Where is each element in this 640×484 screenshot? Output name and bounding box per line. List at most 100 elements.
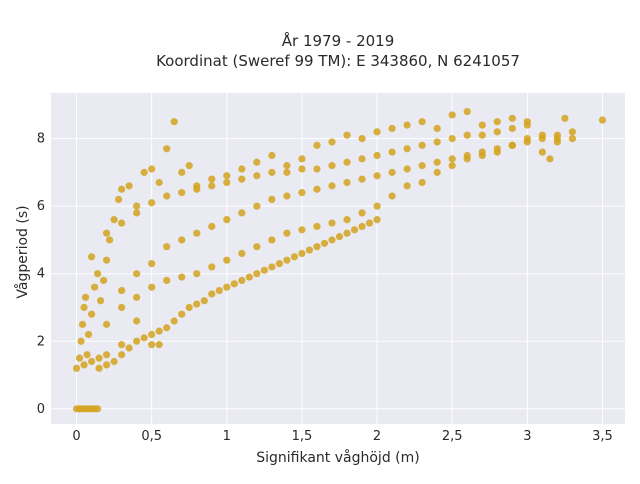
data-point — [343, 178, 351, 187]
x-tick-label: 2 — [373, 429, 381, 444]
data-point — [373, 216, 381, 224]
data-point — [110, 216, 118, 224]
data-point — [418, 141, 426, 149]
data-point — [223, 216, 231, 224]
data-point — [388, 168, 396, 176]
data-point — [208, 290, 216, 298]
chart-subtitle: Koordinat (Sweref 99 TM): E 343860, N 62… — [156, 52, 520, 70]
data-point — [95, 364, 103, 372]
data-point — [568, 128, 577, 136]
data-point — [178, 189, 186, 197]
data-point — [208, 263, 216, 271]
data-point — [125, 182, 133, 190]
data-point — [238, 249, 246, 258]
data-point — [283, 192, 291, 200]
data-point — [80, 303, 88, 312]
data-point — [493, 128, 501, 136]
data-point — [102, 229, 111, 237]
data-point — [418, 118, 426, 126]
data-point — [118, 286, 126, 295]
data-point — [133, 270, 141, 278]
data-point — [546, 155, 554, 163]
data-point — [283, 168, 291, 176]
data-point — [523, 138, 531, 146]
data-point — [433, 158, 441, 166]
data-point — [87, 310, 96, 318]
x-tick-label: 0 — [72, 429, 80, 444]
data-point — [328, 219, 336, 227]
data-point — [77, 337, 85, 345]
x-tick-label: 2,5 — [442, 429, 463, 444]
data-point — [328, 182, 336, 190]
data-point — [90, 283, 99, 291]
data-point — [343, 158, 351, 166]
data-point — [463, 107, 471, 116]
data-point — [275, 259, 283, 268]
data-point — [320, 239, 329, 247]
data-point — [118, 303, 126, 312]
data-point — [290, 253, 299, 261]
data-point — [133, 202, 141, 210]
data-point — [373, 202, 381, 210]
data-point — [328, 162, 336, 170]
data-point — [148, 259, 156, 268]
data-point — [208, 222, 216, 231]
data-point — [99, 276, 108, 285]
data-point — [508, 141, 516, 149]
data-point — [268, 195, 276, 203]
data-point — [298, 249, 306, 258]
data-point — [238, 276, 246, 285]
data-point — [253, 158, 261, 166]
data-point — [72, 364, 81, 372]
data-point — [245, 273, 253, 281]
data-point — [223, 256, 231, 264]
data-point — [478, 121, 486, 129]
data-point — [358, 209, 366, 217]
data-point — [448, 155, 456, 163]
data-point — [305, 246, 314, 254]
data-point — [418, 162, 426, 170]
data-point — [163, 276, 171, 285]
data-point — [493, 145, 501, 153]
data-point — [373, 151, 381, 160]
data-point — [268, 263, 276, 271]
data-point — [568, 134, 577, 143]
data-point — [350, 226, 359, 234]
data-point — [170, 317, 178, 325]
data-point — [87, 253, 96, 261]
data-point — [223, 178, 231, 187]
data-point — [115, 195, 123, 203]
data-point — [155, 341, 163, 349]
data-point — [102, 361, 111, 369]
data-point — [193, 270, 201, 278]
data-point — [448, 162, 456, 170]
data-point — [95, 354, 103, 362]
data-point — [102, 351, 111, 359]
data-point — [148, 199, 156, 207]
data-point — [133, 337, 141, 345]
data-point — [358, 175, 366, 183]
data-point — [388, 148, 396, 156]
data-point — [313, 185, 321, 193]
y-tick-label: 6 — [37, 199, 45, 214]
data-point — [87, 357, 96, 366]
data-point — [96, 297, 105, 305]
data-point — [133, 209, 141, 217]
data-point — [328, 138, 336, 146]
data-point — [553, 131, 561, 139]
data-point — [463, 131, 471, 139]
data-point — [118, 341, 126, 349]
data-point — [155, 178, 163, 187]
y-tick-label: 0 — [37, 402, 45, 417]
data-point — [418, 178, 426, 187]
data-point — [508, 124, 516, 133]
y-tick-label: 4 — [37, 267, 45, 282]
data-point — [163, 192, 171, 200]
data-point — [148, 283, 156, 291]
plot-area — [51, 93, 625, 424]
data-point — [163, 145, 171, 153]
data-point — [223, 283, 231, 291]
data-point — [373, 128, 381, 136]
data-point — [313, 165, 321, 173]
data-point — [448, 111, 456, 119]
